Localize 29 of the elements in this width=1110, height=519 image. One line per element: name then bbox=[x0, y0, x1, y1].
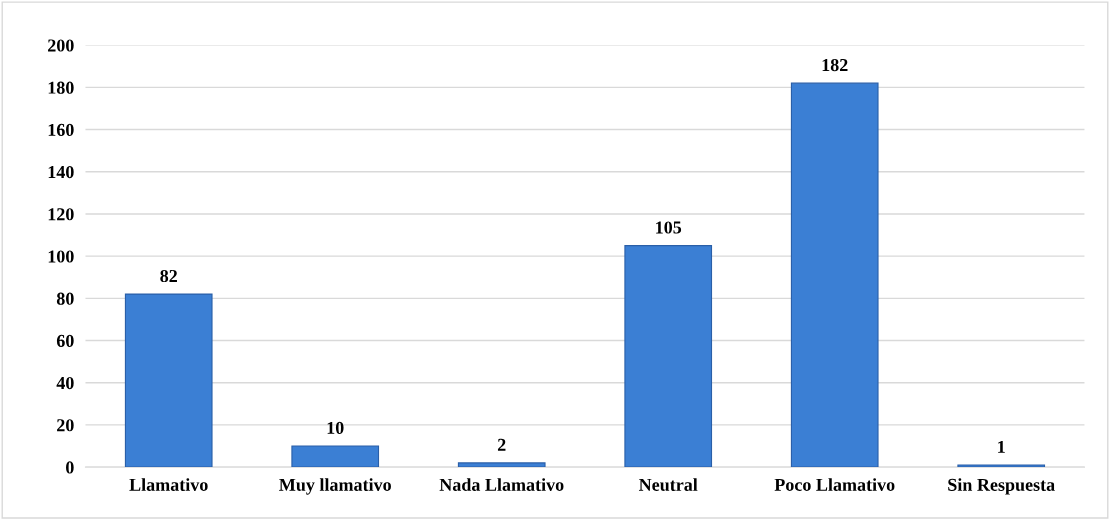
y-tick-label: 140 bbox=[48, 165, 74, 179]
bar bbox=[124, 293, 213, 468]
data-label: 2 bbox=[497, 438, 506, 451]
y-tick-label: 180 bbox=[48, 81, 74, 94]
bar bbox=[624, 245, 713, 468]
data-label: 105 bbox=[656, 221, 682, 234]
bar bbox=[457, 462, 546, 468]
bar bbox=[291, 445, 380, 468]
bar bbox=[790, 82, 879, 468]
y-tick-label: 0 bbox=[66, 461, 74, 474]
x-tick-label: Nada Llamativo bbox=[439, 478, 564, 491]
data-label: 1 bbox=[998, 440, 1005, 453]
y-tick-label: 200 bbox=[48, 39, 74, 52]
y-tick-label: 60 bbox=[56, 334, 74, 347]
y-tick-label: 160 bbox=[48, 123, 74, 136]
x-tick-label: Neutral bbox=[638, 478, 698, 491]
x-tick-label: Llamativo bbox=[129, 478, 208, 491]
data-label: 82 bbox=[160, 269, 177, 283]
y-tick-label: 20 bbox=[57, 419, 74, 432]
x-tick-label: Sin Respuesta bbox=[948, 478, 1055, 495]
y-tick-label: 80 bbox=[56, 292, 74, 305]
x-tick-label: Muy llamativo bbox=[279, 478, 391, 495]
x-tick-label: Poco Llamativo bbox=[774, 478, 895, 491]
bar bbox=[957, 464, 1046, 468]
y-tick-label: 100 bbox=[48, 250, 74, 263]
y-tick-label: 120 bbox=[48, 208, 74, 221]
data-label: 10 bbox=[327, 421, 344, 434]
data-label: 182 bbox=[822, 58, 848, 72]
y-tick-label: 40 bbox=[56, 376, 74, 390]
